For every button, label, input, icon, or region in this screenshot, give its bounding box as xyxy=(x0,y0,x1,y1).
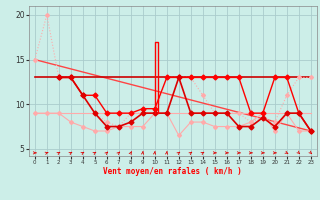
X-axis label: Vent moyen/en rafales ( km/h ): Vent moyen/en rafales ( km/h ) xyxy=(103,167,242,176)
